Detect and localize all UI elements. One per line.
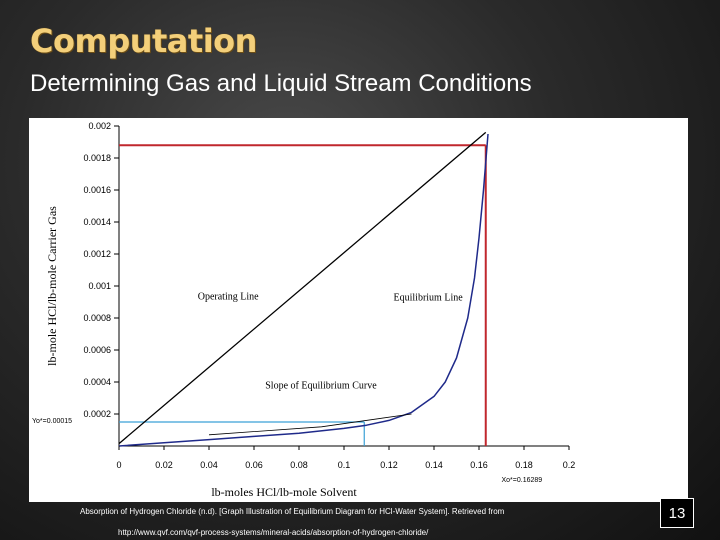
slope-tangent — [208, 413, 412, 436]
y-tick-label: 0.0018 — [83, 153, 111, 163]
page-number: 13 — [660, 498, 694, 528]
y-axis-title: lb-mole HCl/lb-mole Carrier Gas — [45, 206, 59, 366]
citation-text: Absorption of Hydrogen Chloride (n.d). [… — [80, 507, 505, 516]
x-tick-label: 0.1 — [338, 460, 351, 470]
x-tick-label: 0 — [116, 460, 121, 470]
chart-axes — [118, 126, 569, 447]
x-tick-label: 0.02 — [155, 460, 173, 470]
x-tick-label: 0.14 — [425, 460, 443, 470]
chart-labels: Operating Line Equilibrium Line Slope of E… — [32, 206, 542, 499]
y-tick-label: 0.001 — [88, 281, 111, 291]
operating-line — [118, 131, 487, 445]
y-tick-label: 0.0002 — [83, 409, 111, 419]
y-tick-label: 0.0014 — [83, 217, 111, 227]
chart-ticks: 0.0002 0.0004 0.0006 0.0008 0.001 0.0012 0.001… — [83, 121, 575, 470]
x-tick-label: 0.08 — [290, 460, 308, 470]
chart-series — [118, 131, 489, 447]
x-tick-label: 0.16 — [470, 460, 488, 470]
equilibrium-line-label: Equilibrium Line — [394, 292, 464, 303]
x-tick-label: 0.06 — [245, 460, 263, 470]
x-tick-label: 0.18 — [515, 460, 533, 470]
slide-subtitle: Determining Gas and Liquid Stream Condit… — [30, 70, 532, 97]
y-tick-label: 0.0004 — [83, 377, 111, 387]
y-tick-label: 0.0016 — [83, 185, 111, 195]
slide-title: Computation — [30, 22, 257, 60]
citation-url[interactable]: http://www.qvf.com/qvf-process-systems/m… — [118, 528, 429, 537]
x-tick-label: 0.12 — [380, 460, 398, 470]
slope-label: Slope of Equilibrium Curve — [265, 380, 377, 391]
y0-star-label: Yo*=0.00015 — [32, 418, 72, 425]
x0-star-label: Xo*=0.16289 — [502, 477, 543, 484]
equilibrium-chart: 0.0002 0.0004 0.0006 0.0008 0.001 0.0012 0.001… — [32, 121, 575, 499]
x-tick-label: 0.2 — [563, 460, 576, 470]
y-tick-label: 0.0012 — [83, 249, 111, 259]
x-axis-title: lb-moles HCl/lb-mole Solvent — [211, 485, 357, 499]
x-tick-label: 0.04 — [200, 460, 218, 470]
equilibrium-curve — [118, 133, 489, 447]
y-tick-label: 0.002 — [88, 121, 111, 131]
operating-line-label: Operating Line — [198, 292, 259, 303]
chart-figure: 0.0002 0.0004 0.0006 0.0008 0.001 0.0012 0.001… — [29, 118, 688, 502]
y-tick-label: 0.0006 — [83, 345, 111, 355]
y-tick-label: 0.0008 — [83, 313, 111, 323]
